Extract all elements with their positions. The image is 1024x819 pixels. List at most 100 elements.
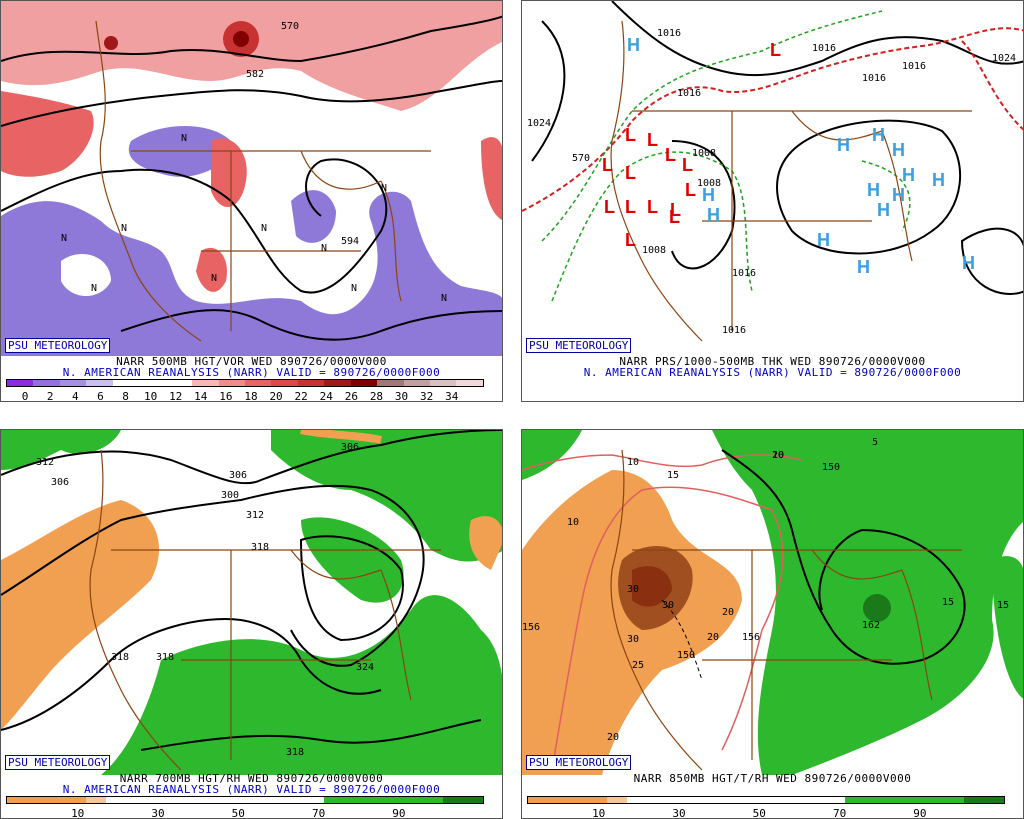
high-pressure-marker: H [962, 253, 975, 273]
panel-500mb-vorticity: 570 582 594 N N N N N N N N N N PSU METEOROLOGY NARR… [0, 0, 503, 402]
psu-meteorology-badge: PSU METEOROLOGY [5, 755, 111, 770]
contour-label: 30 [627, 634, 639, 645]
colorbar-swatch [324, 380, 351, 386]
colorbar-swatch [264, 797, 285, 803]
contour-label: 312 [36, 457, 54, 468]
contour-label: 30 [627, 584, 639, 595]
high-pressure-marker: H [837, 135, 850, 155]
colorbar-tick-label: 50 [231, 807, 245, 819]
isobar [531, 1, 1023, 162]
isobar-label: 1016 [722, 325, 746, 336]
colorbar-swatch [46, 797, 67, 803]
vorticity-min-label: N [211, 273, 217, 284]
isobar-label: 1016 [657, 28, 681, 39]
colorbar-swatch [350, 380, 378, 386]
contour-label: 306 [229, 470, 247, 481]
colorbar-tick-label: 90 [913, 807, 927, 819]
colorbar-swatch [363, 797, 384, 803]
thickness-contour-570 [522, 27, 1023, 212]
chart-title: NARR 700MB HGT/RH WED 890726/0000V000 [119, 772, 384, 785]
colorbar-swatch [686, 797, 707, 803]
vorticity-min-label: N [261, 223, 267, 234]
height-contour [140, 719, 482, 751]
high-pressure-marker: H [627, 35, 640, 55]
colorbar-swatch [304, 797, 325, 803]
vorticity-min-label: N [441, 293, 447, 304]
colorbar-swatch [244, 797, 265, 803]
contour-label: 300 [221, 490, 239, 501]
colorbar-swatch [139, 380, 166, 386]
colorbar-tick-label: 16 [219, 390, 233, 402]
colorbar-swatch [185, 797, 206, 803]
colorbar-swatch [145, 797, 166, 803]
colorbar-tick-label: 90 [392, 807, 406, 819]
chart-title: NARR 500MB HGT/VOR WED 890726/0000V000 [116, 355, 387, 368]
contour-label: 20 [707, 632, 719, 643]
contour-label: 324 [356, 662, 374, 673]
colorbar-tick-label: 26 [344, 390, 358, 402]
high-pressure-marker: H [872, 125, 885, 145]
colorbar-swatch [377, 380, 404, 386]
colorbar-swatch [443, 797, 464, 803]
rh-700-map: 312 306 306 300 312 318 318 318 324 318 306 [1, 430, 502, 775]
colorbar-swatch [547, 797, 568, 803]
colorbar-swatch [884, 797, 905, 803]
isobar-label: 1016 [732, 268, 756, 279]
isobar-label: 1008 [697, 178, 721, 189]
isobar-label: 570 [572, 153, 590, 164]
colorbar-tick-label: 34 [445, 390, 459, 402]
colorbar-tick-label: 70 [311, 807, 326, 819]
colorbar-tick-label: 70 [832, 807, 847, 819]
chart-title: NARR 850MB HGT/T/RH WED 890726/0000V000 [633, 772, 912, 785]
high-pressure-marker: H [877, 200, 890, 220]
colorbar-swatch [825, 797, 846, 803]
colorbar-tick-label: 24 [319, 390, 333, 402]
colorbar-swatch [59, 380, 87, 386]
colorbar-swatch [66, 797, 87, 803]
colorbar-tick-label: 6 [97, 390, 104, 402]
vorticity-max-center [233, 31, 249, 47]
colorbar-swatch [26, 797, 47, 803]
colorbar-swatch [225, 797, 245, 803]
height-contour [1, 618, 382, 731]
isobar [776, 119, 962, 255]
vorticity-positive-area [196, 247, 227, 292]
colorbar-tick-label: 30 [672, 807, 686, 819]
low-pressure-marker: L [647, 197, 658, 217]
vorticity-colorbar [6, 379, 484, 387]
isobar-label: 1008 [642, 245, 666, 256]
contour-label: 25 [632, 660, 644, 671]
colorbar-swatch [218, 380, 245, 386]
colorbar-swatch [271, 380, 298, 386]
state-borders [610, 449, 962, 771]
contour-label: 156 [742, 632, 760, 643]
low-pressure-marker: L [602, 155, 613, 175]
chart-valid-time: N. AMERICAN REANALYSIS (NARR) VALID = 89… [583, 366, 962, 379]
colorbar-swatch [7, 797, 27, 803]
height-contour [1, 158, 388, 294]
height-contour [721, 449, 966, 665]
colorbar-swatch [666, 797, 687, 803]
isobar-label: 1016 [677, 88, 701, 99]
contour-label: 318 [111, 652, 129, 663]
low-pressure-marker: L [770, 40, 781, 60]
colorbar-swatch [403, 380, 430, 386]
colorbar-swatch [112, 380, 140, 386]
vorticity-positive-area [1, 91, 94, 177]
contour-label: 15 [997, 600, 1009, 611]
temperature-contour [522, 454, 803, 471]
moist-area [271, 430, 502, 562]
colorbar-swatch [964, 797, 985, 803]
colorbar-swatch [528, 797, 548, 803]
moist-area [1, 430, 121, 470]
colorbar-tick-label: 4 [71, 390, 79, 402]
temperature-contour [551, 486, 784, 771]
contour-label: 318 [156, 652, 174, 663]
colorbar-swatch [706, 797, 727, 803]
contour-label: 306 [341, 442, 359, 453]
vorticity-min-label: N [351, 283, 357, 294]
high-pressure-marker: H [902, 165, 915, 185]
colorbar-swatch [845, 797, 866, 803]
contour-label: 15 [667, 470, 679, 481]
colorbar-tick-label: 20 [269, 390, 283, 402]
